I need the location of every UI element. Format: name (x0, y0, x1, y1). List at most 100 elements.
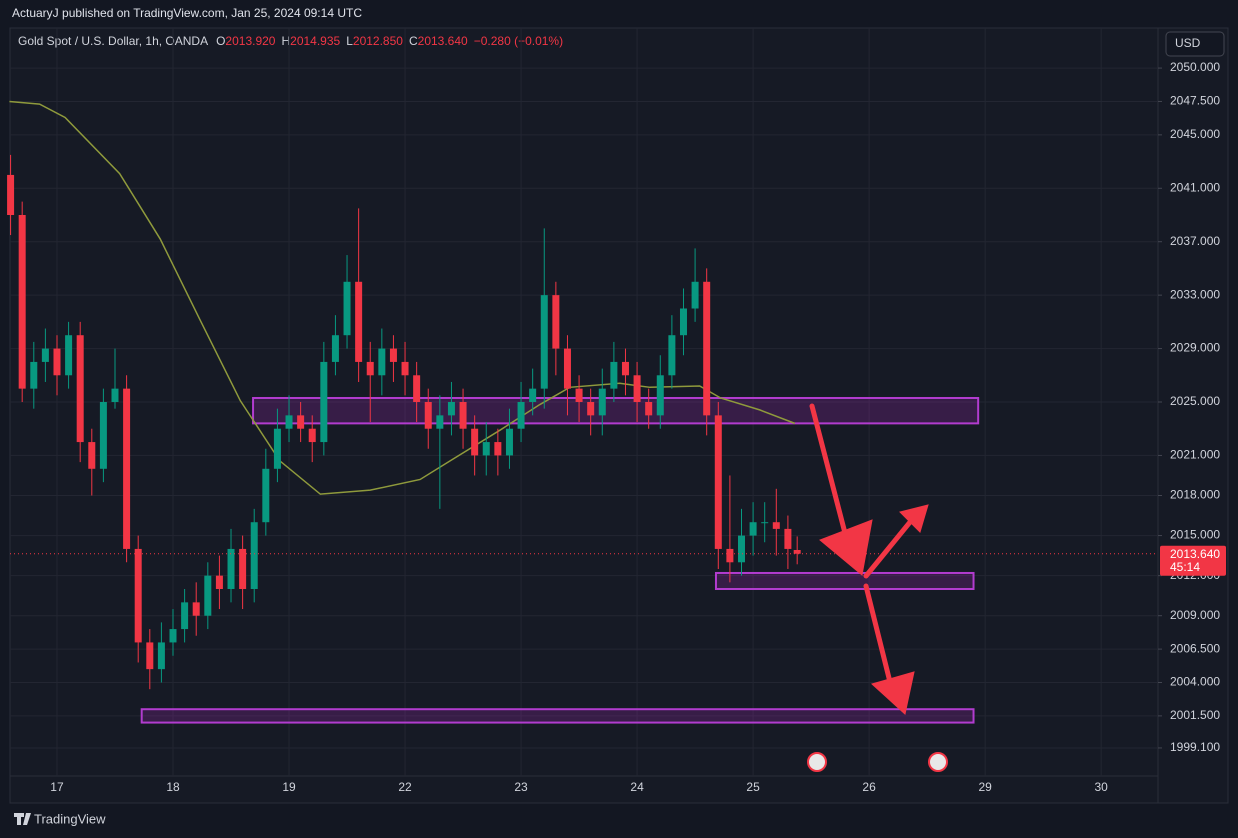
event-icon[interactable] (807, 752, 827, 772)
candle-body (65, 335, 73, 376)
candle-body (703, 281, 711, 416)
candle-body (772, 522, 780, 529)
candle-body (482, 442, 490, 456)
candle-body (436, 415, 444, 429)
candle-body (668, 335, 676, 376)
legend-key: H (281, 34, 290, 48)
candle-body (30, 361, 38, 389)
candle-body (447, 402, 455, 416)
candle-body (552, 295, 560, 349)
y-tick-label: 2037.000 (1170, 234, 1220, 248)
y-tick-label: 2047.500 (1170, 94, 1220, 108)
candle-body (285, 415, 293, 429)
y-tick-label: 2045.000 (1170, 127, 1220, 141)
candle-body (587, 402, 595, 416)
legend-change: −0.280 (−0.01%) (474, 34, 563, 48)
y-tick-label: 2018.000 (1170, 488, 1220, 502)
x-tick-label: 24 (630, 780, 644, 794)
x-tick-label: 23 (514, 780, 528, 794)
candle-body (793, 549, 801, 554)
countdown: 45:14 (1170, 560, 1200, 574)
x-tick-label: 17 (50, 780, 64, 794)
candle-body (250, 522, 258, 589)
y-tick-label: 2001.500 (1170, 708, 1220, 722)
candle-body (378, 348, 386, 376)
candle-body (308, 428, 316, 443)
y-tick-label: 2021.000 (1170, 448, 1220, 462)
candle-body (726, 548, 734, 563)
candle-body (262, 468, 270, 523)
x-tick-label: 30 (1094, 780, 1108, 794)
candle-body (749, 522, 757, 536)
legend-key: L (346, 34, 353, 48)
x-tick-label: 22 (398, 780, 412, 794)
candle-body (88, 442, 96, 469)
y-tick-label: 2033.000 (1170, 287, 1220, 301)
candle-body (181, 602, 189, 630)
candle-body (343, 281, 351, 336)
candle-body (297, 415, 305, 429)
legend-key: C (409, 34, 418, 48)
candle-body (41, 348, 49, 362)
candle-body (111, 388, 119, 402)
currency-button[interactable] (1165, 31, 1225, 57)
candle-body (691, 281, 699, 309)
event-icons (807, 752, 948, 772)
candle-body (633, 375, 641, 402)
candle-body (273, 428, 281, 469)
y-tick-label: 2004.000 (1170, 675, 1220, 689)
zone (140, 708, 975, 724)
legend: Gold Spot / U.S. Dollar, 1h, OANDA O 2013.… (18, 34, 563, 48)
candle-body (575, 388, 583, 402)
candle-body (192, 602, 200, 616)
x-tick-label: 25 (746, 780, 760, 794)
y-tick-label: 1999.100 (1170, 740, 1220, 754)
candle-body (459, 402, 467, 429)
candle-body (366, 361, 374, 376)
header: ActuaryJ published on TradingView.com, J… (12, 6, 362, 20)
y-tick-label: 2009.000 (1170, 608, 1220, 622)
event-icon[interactable] (928, 752, 948, 772)
candle-body (471, 428, 479, 456)
candle-body (679, 308, 687, 336)
zone (714, 571, 975, 591)
y-tick-label: 2006.500 (1170, 641, 1220, 655)
candle-body (320, 361, 328, 443)
legend-value: 2013.920 (225, 34, 275, 48)
candle-body (714, 415, 722, 549)
y-tick-label: 2041.000 (1170, 180, 1220, 194)
y-tick-label: 2025.000 (1170, 394, 1220, 408)
x-tick-label: 18 (166, 780, 180, 794)
candle-body (134, 548, 142, 643)
candle-body (99, 402, 107, 469)
arrow-head (899, 504, 929, 533)
candle-body (621, 361, 629, 376)
candle-body (239, 548, 247, 589)
arrow (863, 513, 918, 579)
y-tick-label: 2050.000 (1170, 60, 1220, 74)
candle-body (413, 375, 421, 402)
legend-value: 2013.640 (418, 34, 468, 48)
y-tick-label: 2029.000 (1170, 341, 1220, 355)
arrow-head (819, 519, 873, 576)
moving-average (9, 100, 796, 495)
candle-body (389, 348, 397, 362)
candle-body (18, 215, 26, 389)
legend-value: 2012.850 (353, 34, 403, 48)
brand-logo (14, 813, 31, 825)
currency: USD (1175, 36, 1201, 50)
candle-body (517, 402, 525, 429)
candle-body (761, 522, 769, 524)
candle-body (784, 528, 792, 549)
x-tick-label: 26 (862, 780, 876, 794)
y-tick-label: 2015.000 (1170, 528, 1220, 542)
candle-body (424, 402, 432, 429)
candle-body (331, 335, 339, 362)
candle-body (7, 174, 15, 215)
candle-body (540, 295, 548, 389)
candle-body (123, 388, 131, 549)
candle-body (494, 442, 502, 456)
candle-body (76, 335, 84, 443)
